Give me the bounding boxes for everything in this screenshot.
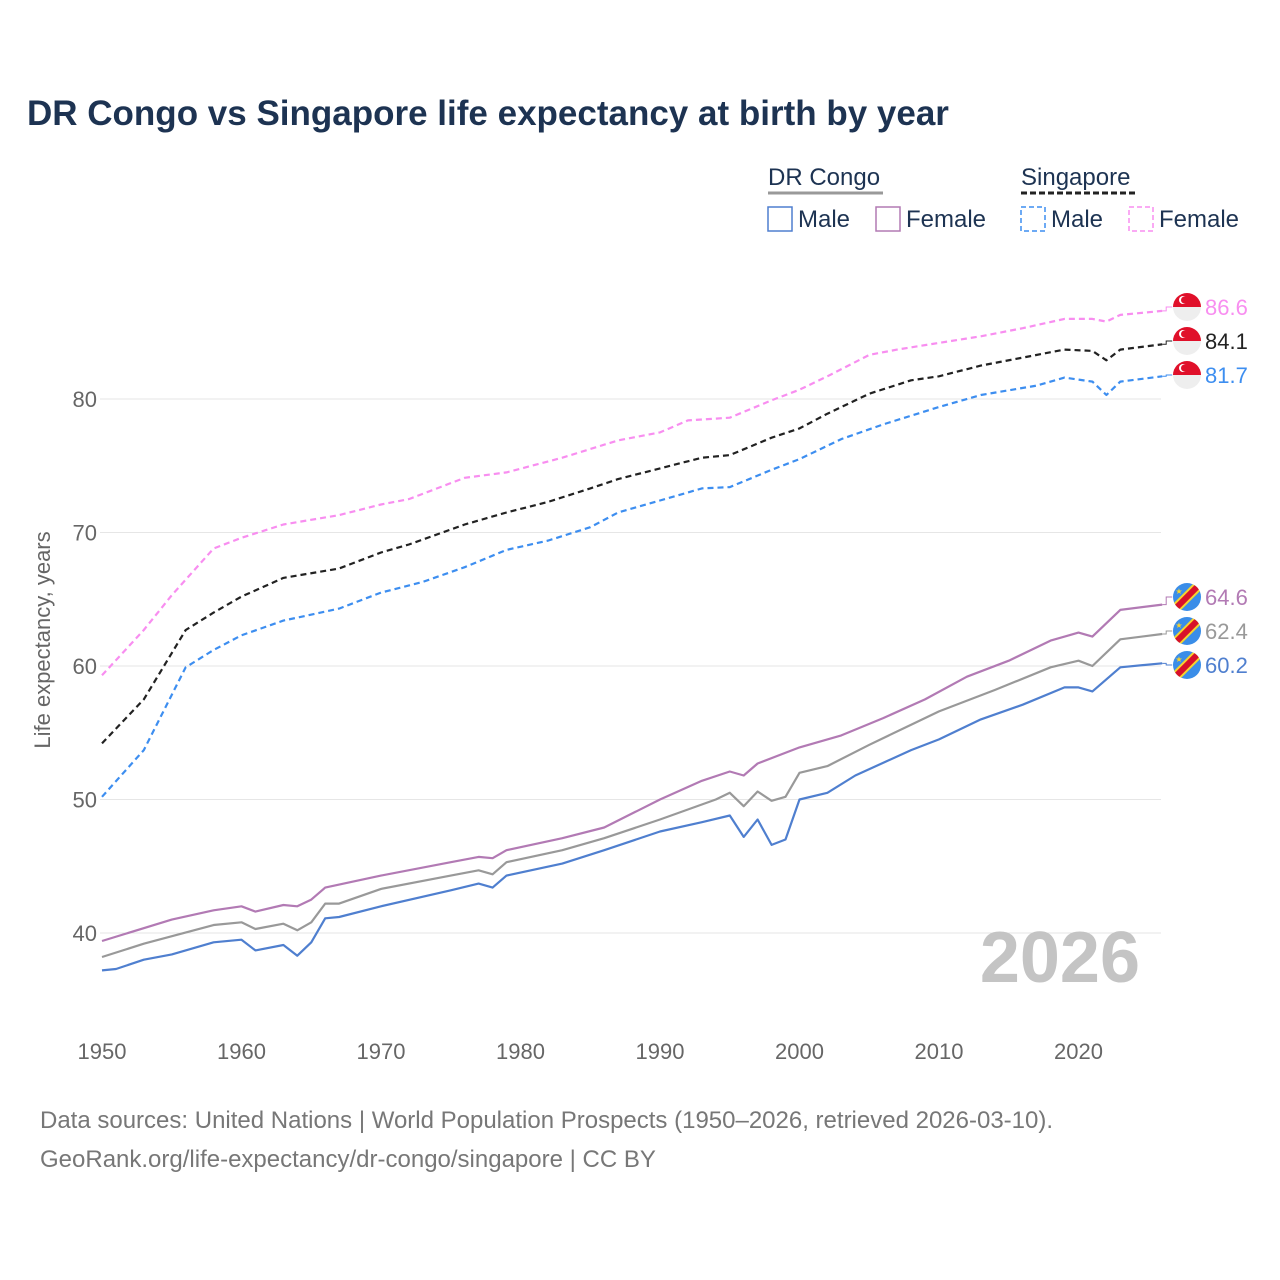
label-connector — [1162, 374, 1173, 377]
label-connector — [1162, 630, 1173, 635]
legend-item-label: Male — [798, 206, 850, 233]
source-link[interactable]: GeoRank.org/life-expectancy/dr-congo/sin… — [40, 1146, 656, 1173]
y-axis-label: Life expectancy, years — [30, 531, 55, 748]
flag-star: ★ — [1175, 587, 1182, 596]
flag-white-band — [1173, 341, 1201, 355]
flag-crescent-cut — [1181, 364, 1188, 372]
chart-title: DR Congo vs Singapore life expectancy at… — [27, 94, 949, 133]
legend-item-label: Male — [1051, 206, 1103, 233]
legend-group-dr-congo: DR Congo — [768, 164, 880, 191]
end-value-label: 64.6 — [1205, 585, 1248, 610]
series-line-singapore-male — [101, 375, 1163, 798]
flag-white-band — [1173, 307, 1201, 321]
flag-star: ★ — [1175, 655, 1182, 664]
x-tick-label: 2000 — [775, 1039, 824, 1064]
flag-crescent-cut — [1181, 330, 1188, 338]
x-tick-label: 2020 — [1054, 1039, 1103, 1064]
x-tick-label: 1990 — [636, 1039, 685, 1064]
year-watermark: 2026 — [980, 918, 1140, 998]
x-tick-label: 1970 — [357, 1039, 406, 1064]
flag-red-stripe — [1173, 651, 1201, 679]
end-value-label: 60.2 — [1205, 653, 1248, 678]
singapore-flag-icon — [1173, 361, 1201, 389]
series-line-singapore-female — [101, 309, 1163, 677]
series-line-dr-congo-total — [101, 632, 1163, 959]
end-value-label: 86.6 — [1205, 295, 1248, 320]
end-value-label: 62.4 — [1205, 619, 1248, 644]
y-tick-label: 70 — [73, 521, 97, 546]
legend-group-singapore: Singapore — [1021, 164, 1130, 191]
label-connector — [1162, 596, 1173, 606]
singapore-flag-icon — [1173, 327, 1201, 355]
label-connector — [1162, 340, 1173, 345]
end-value-label: 81.7 — [1205, 363, 1248, 388]
label-connector — [1162, 662, 1173, 666]
y-tick-label: 80 — [73, 387, 97, 412]
legend-swatch-female — [875, 206, 901, 232]
flag-red-stripe — [1173, 583, 1201, 611]
x-tick-label: 2010 — [915, 1039, 964, 1064]
end-value-label: 84.1 — [1205, 329, 1248, 354]
y-tick-label: 40 — [73, 921, 97, 946]
flag-white-band — [1173, 375, 1201, 389]
flag-red-stripe — [1173, 617, 1201, 645]
legend-swatch-female — [1128, 206, 1154, 232]
series-line-singapore-total — [101, 343, 1163, 745]
series-line-dr-congo-female — [101, 603, 1163, 943]
series-line-dr-congo-male — [101, 662, 1163, 972]
x-tick-label: 1980 — [496, 1039, 545, 1064]
y-tick-label: 60 — [73, 654, 97, 679]
x-tick-label: 1960 — [217, 1039, 266, 1064]
x-tick-label: 1950 — [78, 1039, 127, 1064]
label-connector — [1162, 306, 1173, 312]
legend-item-label: Female — [1159, 206, 1239, 233]
y-tick-label: 50 — [73, 788, 97, 813]
flag-crescent-cut — [1181, 296, 1188, 304]
dr-congo-flag-icon: ★ — [1173, 583, 1201, 611]
legend-swatch-male — [1020, 206, 1046, 232]
flag-star: ★ — [1175, 621, 1182, 630]
legend-item-label: Female — [906, 206, 986, 233]
dr-congo-flag-icon: ★ — [1173, 651, 1201, 679]
singapore-flag-icon — [1173, 293, 1201, 321]
legend-swatch-male — [767, 206, 793, 232]
data-source-note: Data sources: United Nations | World Pop… — [40, 1107, 1054, 1134]
dr-congo-flag-icon: ★ — [1173, 617, 1201, 645]
